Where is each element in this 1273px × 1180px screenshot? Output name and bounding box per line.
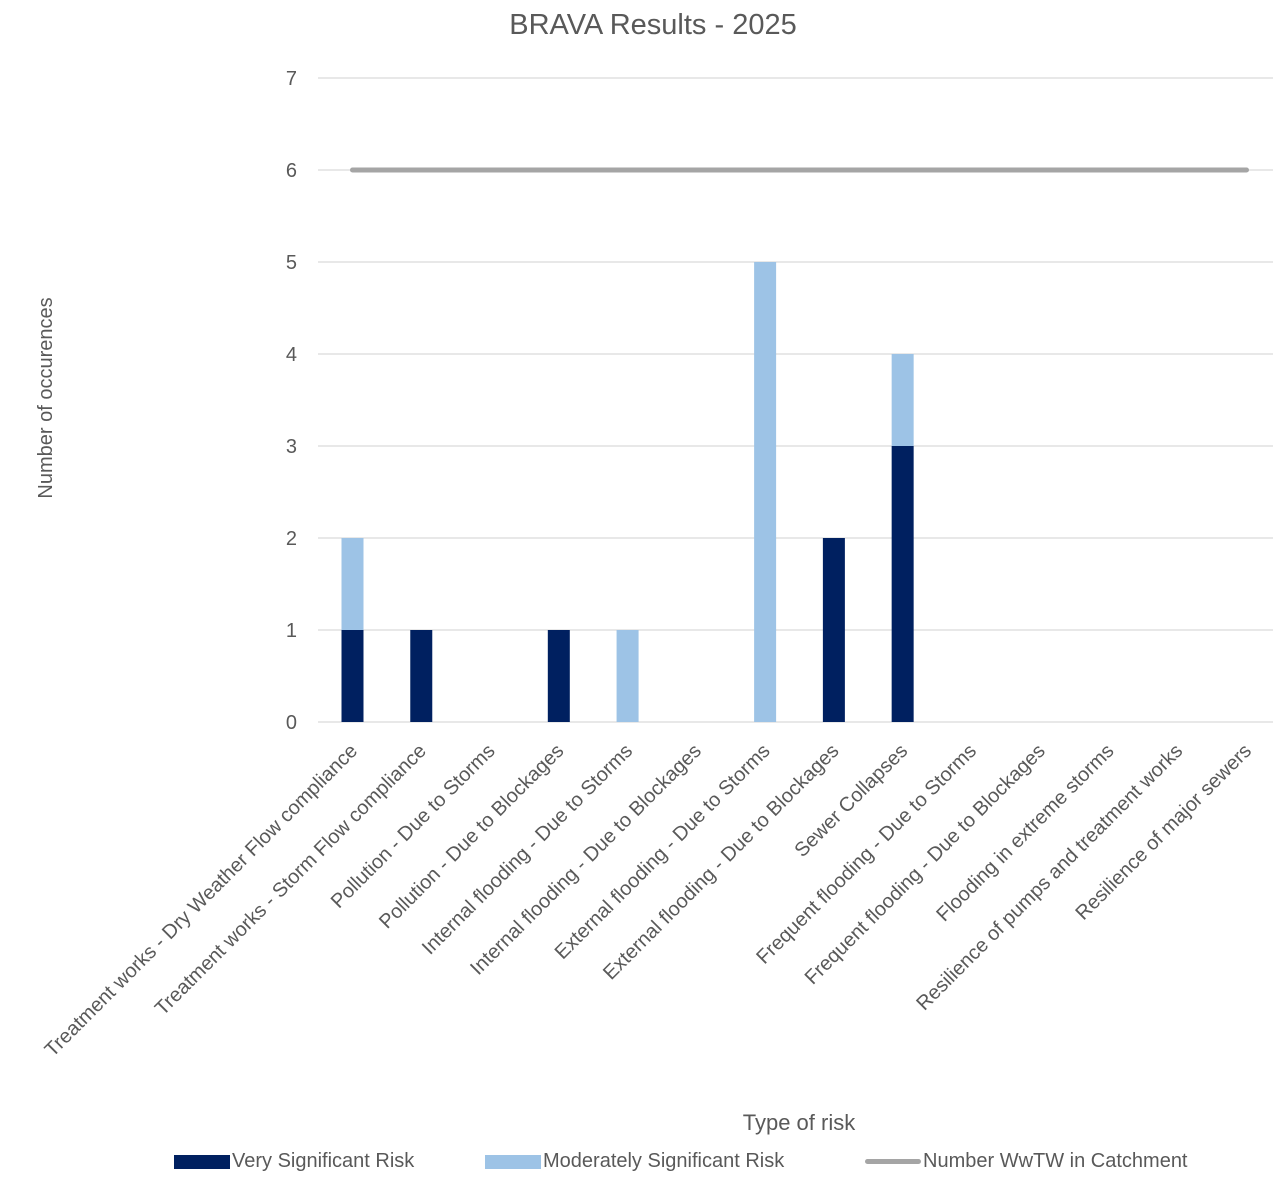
bar-very-significant	[822, 538, 845, 722]
y-tick-label: 7	[286, 68, 297, 90]
y-tick-label: 5	[286, 252, 297, 274]
x-tick-label: Treatment works - Dry Weather Flow compl…	[41, 740, 362, 1061]
y-tick-label: 6	[286, 160, 297, 182]
bar-moderately-significant	[616, 630, 639, 722]
legend: Very Significant Risk Moderately Signifi…	[0, 1150, 1273, 1180]
chart-canvas: BRAVA Results - 2025 0 1 2 3 4 5 6 7 Treatment …	[35, 9, 1273, 1135]
legend-item-moderately-significant: Moderately Significant Risk	[485, 1150, 784, 1173]
bar-very-significant	[891, 446, 914, 722]
legend-label-moderately-significant: Moderately Significant Risk	[543, 1150, 785, 1172]
legend-swatch-very-significant	[174, 1154, 230, 1169]
chart-title: BRAVA Results - 2025	[509, 9, 796, 41]
x-axis-tick-labels: Treatment works - Dry Weather Flow compl…	[41, 740, 1256, 1061]
legend-swatch-wwtw	[865, 1159, 921, 1164]
y-tick-label: 2	[286, 528, 297, 550]
x-axis-label: Type of risk	[743, 1110, 856, 1135]
y-axis-tick-labels: 0 1 2 3 4 5 6 7	[286, 68, 297, 734]
x-tick-label: Frequent flooding - Due to Blockages	[801, 740, 1050, 989]
legend-swatch-moderately-significant	[485, 1154, 541, 1169]
y-tick-label: 1	[286, 620, 297, 642]
y-tick-label: 4	[286, 344, 297, 366]
bar-very-significant	[341, 630, 364, 722]
bar-moderately-significant	[891, 354, 914, 446]
legend-label-very-significant: Very Significant Risk	[232, 1150, 415, 1172]
bar-series	[341, 262, 914, 722]
y-tick-label: 0	[286, 712, 297, 734]
bar-moderately-significant	[341, 538, 364, 630]
x-tick-label: Treatment works - Storm Flow compliance	[151, 740, 431, 1020]
legend-item-wwtw: Number WwTW in Catchment	[865, 1150, 1188, 1173]
bar-very-significant	[547, 630, 570, 722]
legend-item-very-significant: Very Significant Risk	[174, 1150, 414, 1173]
bar-very-significant	[410, 630, 433, 722]
legend-label-wwtw: Number WwTW in Catchment	[923, 1150, 1188, 1172]
y-tick-label: 3	[286, 436, 297, 458]
y-axis-label: Number of occurences	[35, 297, 57, 498]
bar-moderately-significant	[754, 262, 777, 722]
gridlines	[318, 77, 1273, 723]
